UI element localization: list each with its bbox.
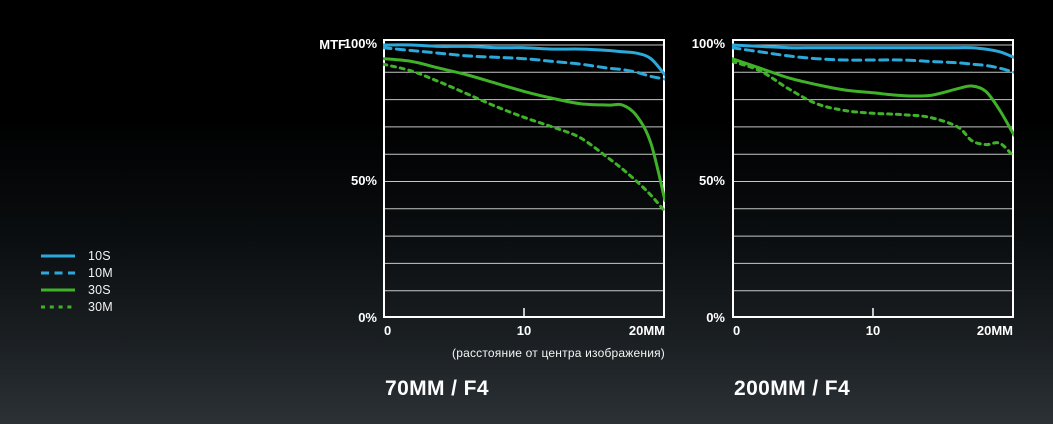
legend-swatch-10m-icon [41,271,75,274]
chart2-ytick-0: 0% [706,310,725,325]
legend-label: 30S [88,282,111,297]
chart1-ytick-100: 100% [343,36,377,51]
curve-10S [381,43,667,77]
legend-item-10s: 10S [40,247,113,264]
legend-item-30m: 30M [40,298,113,315]
chart2-xtick-20mm: 20MM [976,323,1013,338]
chart2-xtick-0: 0 [733,323,741,338]
plot-frame [732,39,1014,318]
chart2-ytick-50: 50% [698,173,725,188]
chart2-ytick-100: 100% [691,36,725,51]
curve-10M [381,46,667,81]
chart1-plot-area [381,39,667,318]
curve-30S [381,57,667,203]
legend: 10S 10M 30S 30M [40,247,113,315]
curve-30S [730,57,1016,137]
curve-10S [730,43,1016,59]
chart2-plot-area [730,39,1016,318]
chart1-plot-svg [381,39,667,318]
chart1-xtick-20mm: 20MM [628,323,665,338]
chart1-xtick-10: 10 [516,323,532,338]
curve-30M [381,62,667,213]
chart1-ytick-0: 0% [358,310,377,325]
plot-frame [383,39,665,318]
legend-label: 30M [88,299,113,314]
chart2-title: 200MM / F4 [734,377,851,400]
chart1-xtick-0: 0 [384,323,392,338]
mtf-axis-label: MTF [319,37,346,52]
chart1-title: 70MM / F4 [385,377,489,400]
legend-item-30s: 30S [40,281,113,298]
legend-swatch-30s-icon [41,288,75,291]
legend-item-10m: 10M [40,264,113,281]
chart1-x-axis-caption: (расстояние от центра изображения) [452,346,665,360]
curve-30M [730,59,1016,159]
legend-label: 10M [88,265,113,280]
legend-swatch-30m-icon [41,305,75,308]
curve-10M [730,46,1016,74]
legend-label: 10S [88,248,111,263]
chart1-ytick-50: 50% [350,173,377,188]
legend-swatch-10s-icon [41,254,75,257]
chart2-xtick-10: 10 [865,323,881,338]
chart2-plot-svg [730,39,1016,318]
